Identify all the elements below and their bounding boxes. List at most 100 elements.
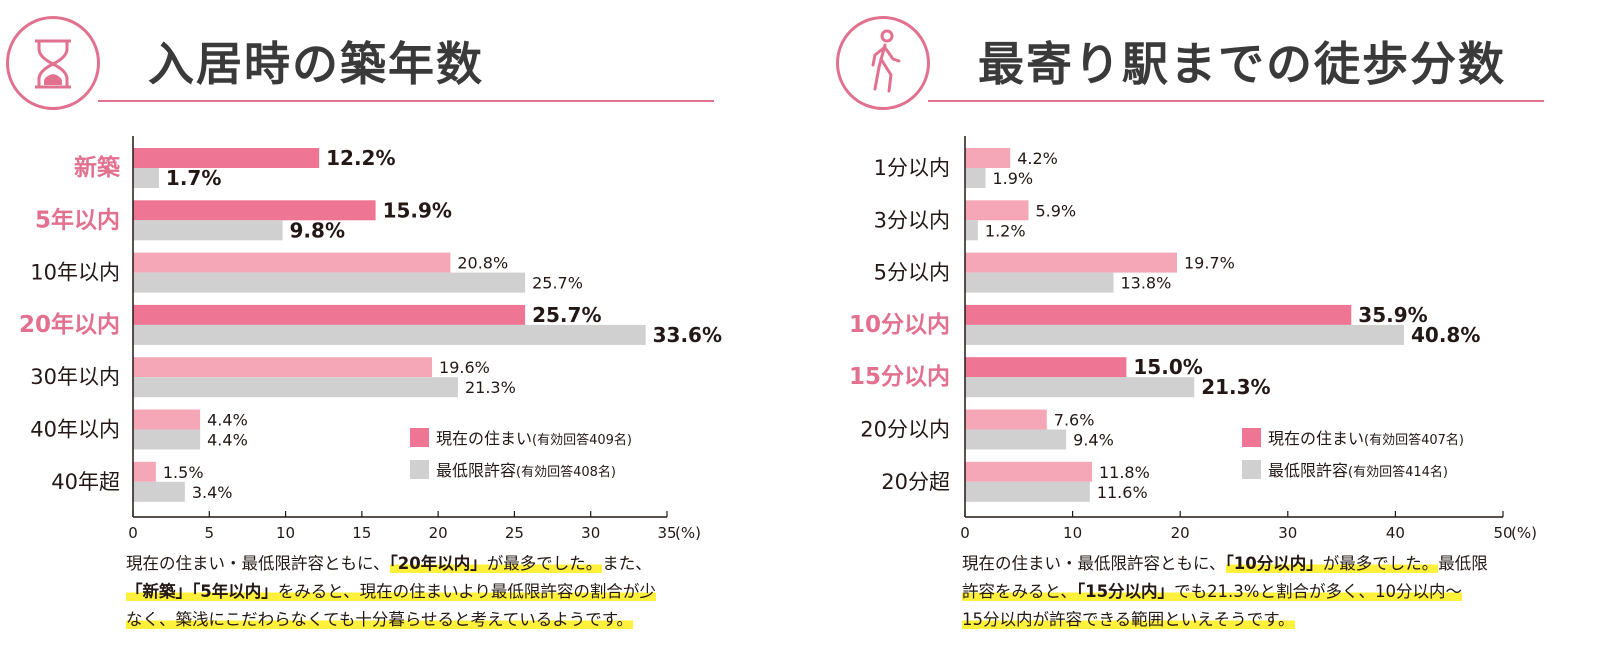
note-line: 許容をみると、「15分以内」でも21.3%と割合が多く、10分以内～ [962,578,1488,606]
highlighted-text: が最多でした。 [486,554,603,573]
bar [965,252,1177,273]
x-tick-label: 40 [1386,524,1405,542]
x-tick-label: 30 [581,524,600,542]
walking-time-panel: 最寄り駅までの徒歩分数 1分以内 4.2% 1.9% 3分以内 5.9% 1.2% 5分以内… [830,0,1602,664]
legend-label: 最低限許容(有効回答408名) [436,461,616,480]
category-label: 10年以内 [30,261,120,285]
x-tick-label: 5 [205,524,215,542]
note-text: 現在の住まい・最低限許容ともに、 [962,554,1226,573]
data-label: 13.8% [1120,274,1171,293]
bar [965,168,986,188]
category-label: 5分以内 [874,261,950,285]
chart-title: 最寄り駅までの徒歩分数 [978,37,1506,91]
data-label: 40.8% [1411,323,1480,347]
building-age-bar-chart: 新築 12.2% 1.7% 5年以内 15.9% 9.8% 10年以内 20.8% 25.7% 2… [19,136,722,542]
legend-label: 最低限許容(有効回答414名) [1268,461,1448,480]
highlighted-text: でも21.3%と割合が多く、10分以内～ [1174,582,1462,601]
highlighted-text: 「15分以内」 [1076,582,1175,601]
chart-note: 現在の住まい・最低限許容ともに、「20年以内」が最多でした。また、 「新築」「5年… [126,550,656,634]
data-label: 25.7% [532,274,583,293]
legend-series-name: 現在の住まい [1268,429,1364,448]
category-label: 20分以内 [860,418,950,442]
category-label: 30年以内 [30,365,120,389]
bar [965,461,1092,482]
data-label: 21.3% [1201,375,1270,399]
category-label: 1分以内 [874,156,950,180]
walking-person-icon [836,16,930,110]
data-label: 15.9% [383,198,452,222]
legend-series-note: (有効回答408名) [516,464,616,480]
legend-series-name: 現在の住まい [436,429,532,448]
note-line: 15分以内が許容できる範囲といえそうです。 [962,606,1488,634]
highlighted-text: が最多でした。 [1322,554,1439,573]
data-label: 12.2% [326,146,395,170]
data-label: 15.0% [1133,355,1202,379]
highlighted-text: 15分以内が許容できる範囲といえそうです。 [962,610,1295,629]
bar [965,200,1029,221]
data-label: 1.7% [166,166,221,190]
bar [133,252,451,273]
note-line: 現在の住まい・最低限許容ともに、「20年以内」が最多でした。また、 [126,550,656,578]
title-underline [928,100,1544,102]
data-label: 25.7% [532,303,601,327]
data-label: 21.3% [465,378,516,397]
x-unit-label: (%) [1511,524,1537,542]
bar [133,272,526,293]
category-label: 10分以内 [849,312,950,338]
data-label: 11.8% [1099,463,1150,482]
bar [965,429,1067,450]
legend-series-note: (有効回答407名) [1364,432,1464,448]
bar [133,357,433,378]
data-label: 19.6% [439,358,490,377]
data-label: 4.4% [207,411,248,430]
bar [965,220,978,241]
category-label: 40年以内 [30,418,120,442]
x-tick-label: 10 [1063,524,1082,542]
highlighted-text: なく、築浅にこだわらなくても十分暮らせると考えているようです。 [126,610,634,629]
bar [133,481,185,502]
bar [965,148,1011,168]
data-label: 4.4% [207,431,248,450]
legend-label: 現在の住まい(有効回答407名) [1268,429,1464,448]
bar [133,324,646,345]
category-label: 5年以内 [35,206,120,233]
bar [965,377,1195,398]
bar [965,324,1405,345]
building-age-panel: 入居時の築年数 新築 12.2% 1.7% 5年以内 15.9% 9.8% 10年以内 20.… [0,0,760,664]
bar [965,357,1127,378]
legend-swatch [410,460,429,479]
bar [133,409,201,430]
x-tick-label: 0 [960,524,970,542]
hourglass-icon [6,16,100,110]
x-tick-label: 25 [505,524,524,542]
category-label: 15分以内 [849,364,950,390]
data-label: 35.9% [1358,303,1427,327]
bar [965,409,1047,430]
highlighted-text: 許容をみると、 [962,582,1077,601]
note-line: なく、築浅にこだわらなくても十分暮らせると考えているようです。 [126,606,656,634]
bar [133,377,458,398]
bar [133,220,283,241]
legend-series-name: 最低限許容 [1268,461,1348,480]
category-label: 3分以内 [874,208,950,232]
bar [965,481,1090,502]
x-tick-label: 35 [657,524,676,542]
data-label: 1.9% [992,169,1033,188]
legend-swatch [1242,428,1261,447]
bar [133,304,526,325]
x-tick-label: 20 [1171,524,1190,542]
data-label: 9.4% [1073,431,1114,450]
data-label: 3.4% [192,483,233,502]
legend-swatch [410,428,429,447]
legend-label: 現在の住まい(有効回答409名) [436,429,632,448]
data-label: 1.2% [985,221,1026,240]
x-tick-label: 30 [1278,524,1297,542]
x-tick-label: 20 [429,524,448,542]
legend-series-note: (有効回答409名) [532,432,632,448]
data-label: 19.7% [1184,254,1235,273]
bar [133,461,156,482]
bar [965,272,1114,293]
highlighted-text: をみると、現在の住まいより最低限許容の割合が少 [277,582,656,601]
bar [965,304,1352,325]
note-line: 「新築」「5年以内」をみると、現在の住まいより最低限許容の割合が少 [126,578,656,606]
